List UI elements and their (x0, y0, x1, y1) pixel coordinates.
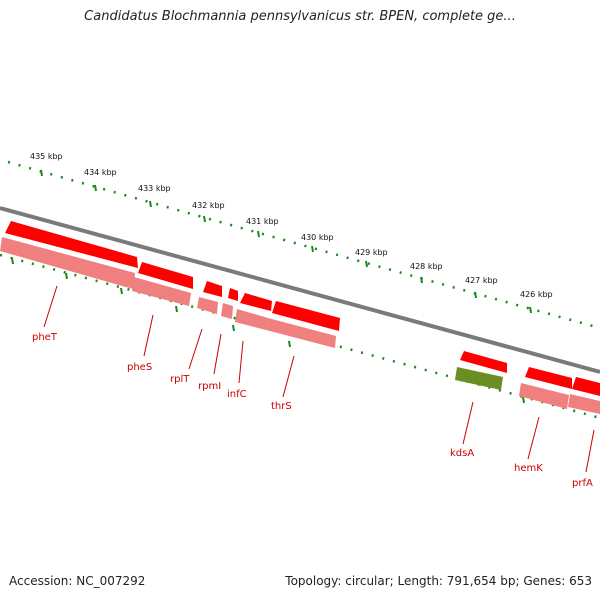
map-title: Candidatus Blochmannia pennsylvanicus st… (84, 9, 516, 24)
ruler-label: 431 kbp (246, 217, 279, 226)
ruler-label: 428 kbp (410, 262, 443, 271)
gene-arrow (138, 262, 193, 289)
ruler-label: 433 kbp (138, 184, 171, 193)
gene-shadow (519, 383, 569, 409)
gene-arrow (203, 281, 222, 297)
gene-arrow (228, 288, 238, 301)
gene-label: thrS (271, 401, 292, 412)
gene-leader (462, 401, 474, 445)
ruler-label: 432 kbp (192, 201, 225, 210)
ruler-tick (474, 291, 477, 299)
gene-label: pheT (32, 332, 58, 343)
gene-arrow (240, 293, 272, 311)
accession-text: Accession: NC_007292 (9, 574, 146, 588)
ruler-tick (365, 260, 368, 268)
ruler-tick (529, 306, 532, 314)
gene-shadow (132, 277, 191, 306)
gene-leader (143, 314, 154, 357)
gene-kdsA[interactable]: kdsA (450, 351, 507, 459)
ruler-tick (232, 324, 235, 332)
gene-label: rpmI (198, 381, 221, 392)
outer-ruler: 435 kbp 434 kbp 433 kbp 432 kbp 431 kbp … (7, 152, 600, 330)
gene-arrow (460, 351, 507, 373)
gene-label: prfA (572, 478, 593, 489)
ruler-tick (311, 245, 314, 253)
gene-label: infC (227, 389, 247, 400)
gene-label: rplT (170, 374, 190, 385)
gene-leader (238, 340, 244, 384)
ruler-tick (203, 215, 206, 223)
gene-infC[interactable]: infC (227, 293, 272, 400)
ruler-label: 435 kbp (30, 152, 63, 161)
gene-leader (43, 285, 58, 328)
gene-label: pheS (127, 362, 152, 373)
gene-leader (527, 416, 540, 460)
ruler-tick (40, 169, 43, 177)
ruler-tick (420, 276, 423, 284)
ruler-label: 430 kbp (301, 233, 334, 242)
gene-arrow (272, 301, 340, 331)
gene-prfA[interactable]: prfA (568, 377, 600, 489)
gene-shadow (568, 394, 600, 414)
topology-text: Topology: circular; Length: 791,654 bp; … (285, 574, 592, 588)
ruler-tick (175, 305, 178, 313)
ruler-tick (288, 340, 291, 348)
gene-pheS[interactable]: pheS (127, 262, 193, 373)
gene-hemK[interactable]: hemK (514, 367, 572, 474)
gene-arrow (525, 367, 572, 389)
ruler-tick (522, 396, 525, 404)
gene-leader (585, 429, 595, 473)
gene-label: kdsA (450, 448, 474, 459)
ruler-tick (149, 200, 152, 208)
gene-leader (282, 355, 295, 398)
inner-ruler (0, 253, 600, 420)
gene-arrow (572, 377, 600, 396)
gene-shadow (0, 237, 135, 289)
ruler-tick (120, 287, 123, 295)
gene-shadow (235, 309, 268, 330)
ruler-label: 434 kbp (84, 168, 117, 177)
gene-leader (188, 328, 203, 370)
ruler-tick (94, 184, 97, 192)
ruler-tick (65, 272, 68, 280)
ruler-tick (11, 257, 14, 265)
gene-rpmI[interactable]: rpmI (198, 288, 238, 392)
gene-rplT[interactable]: rplT (170, 281, 222, 385)
gene-shadow (266, 318, 336, 348)
ruler-label: 426 kbp (520, 290, 553, 299)
gene-leader (213, 333, 222, 375)
gene-arrow (5, 221, 138, 268)
gene-label: hemK (514, 463, 543, 474)
genome-backbone (0, 206, 600, 374)
gene-shadow (197, 297, 218, 314)
gene-rna (455, 367, 503, 390)
gene-pheT[interactable]: pheT (0, 221, 138, 343)
ruler-tick (257, 230, 260, 238)
ruler-label: 427 kbp (465, 276, 498, 285)
gene-shadow (221, 303, 233, 319)
ruler-label: 429 kbp (355, 248, 388, 257)
gene-thrS[interactable]: thrS (266, 301, 340, 412)
